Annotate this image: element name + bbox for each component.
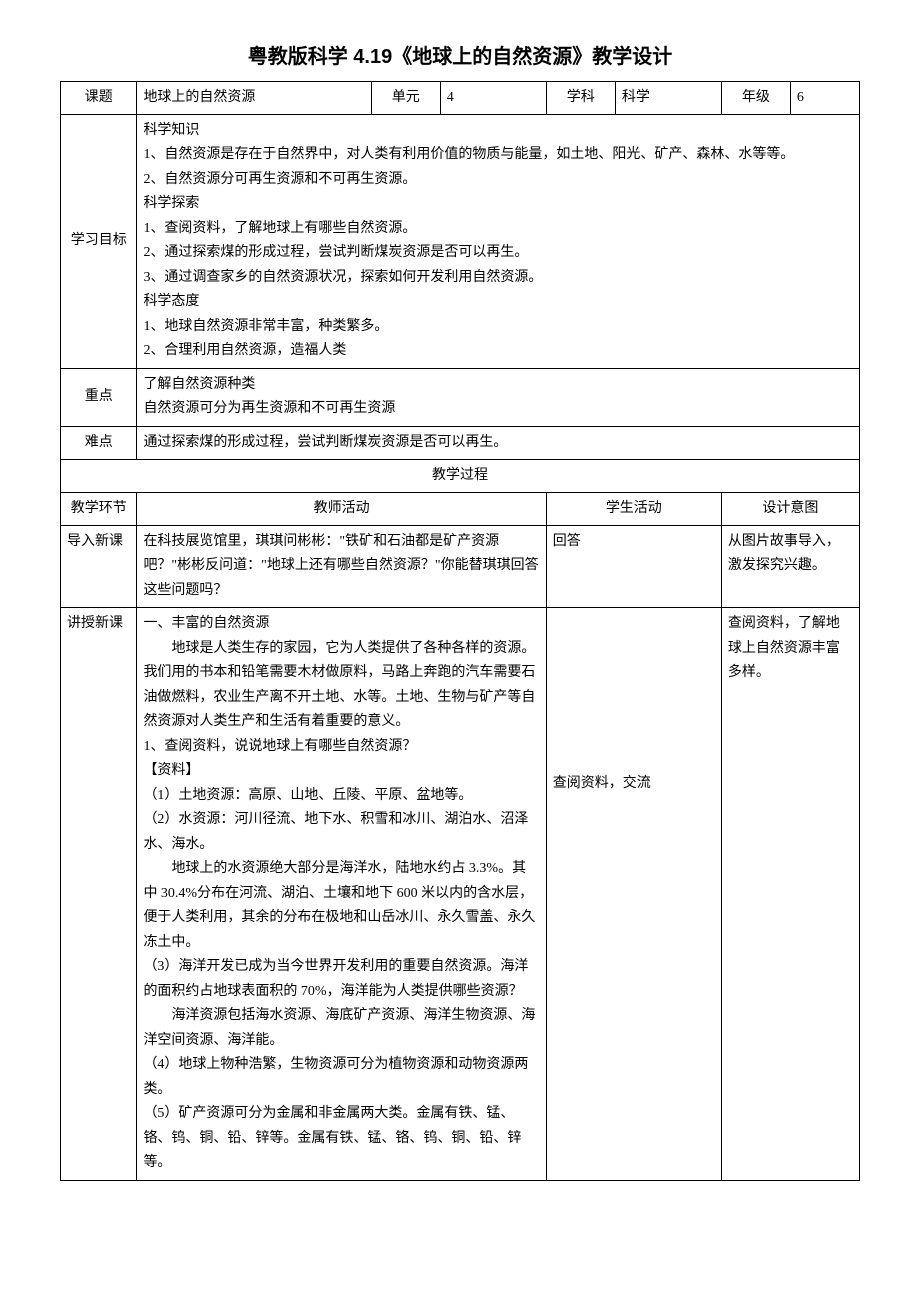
unit-label: 单元 — [371, 82, 440, 115]
intro-teacher: 在科技展览馆里，琪琪问彬彬："铁矿和石油都是矿产资源吧？"彬彬反问道："地球上还… — [137, 525, 546, 608]
objectives-content: 科学知识 1、自然资源是存在于自然界中，对人类有利用价值的物质与能量，如土地、阳… — [137, 114, 860, 368]
col-teacher: 教师活动 — [137, 493, 546, 526]
lecture-intent: 查阅资料，了解地球上自然资源丰富多样。 — [721, 608, 859, 1181]
lec-i2: （2）水资源：河川径流、地下水、积雪和冰川、湖泊水、沼泽水、海水。 — [143, 808, 539, 857]
lec-i2b: 地球上的水资源绝大部分是海洋水，陆地水约占 3.3%。其中 30.4%分布在河流… — [143, 857, 539, 955]
lecture-intent-text: 查阅资料，了解地球上自然资源丰富多样。 — [728, 612, 853, 686]
lesson-plan-table: 课题 地球上的自然资源 单元 4 学科 科学 年级 6 学习目标 科学知识 1、… — [60, 81, 860, 1181]
difficulty-label: 难点 — [61, 426, 137, 460]
process-header: 教学过程 — [61, 460, 860, 493]
focus-line: 了解自然资源种类 — [143, 373, 853, 398]
lecture-row: 讲授新课 一、丰富的自然资源 地球是人类生存的家园，它为人类提供了各种各样的资源… — [61, 608, 860, 1181]
lec-i3b: 海洋资源包括海水资源、海底矿产资源、海洋生物资源、海洋空间资源、海洋能。 — [143, 1004, 539, 1053]
lecture-stage: 讲授新课 — [61, 608, 137, 1181]
lec-p1: 地球是人类生存的家园，它为人类提供了各种各样的资源。我们用的书本和铅笔需要木材做… — [143, 637, 539, 735]
difficulty-content: 通过探索煤的形成过程，尝试判断煤炭资源是否可以再生。 — [137, 426, 860, 460]
obj-line: 2、通过探索煤的形成过程，尝试判断煤炭资源是否可以再生。 — [143, 241, 853, 266]
grade-value: 6 — [790, 82, 859, 115]
lec-q1: 1、查阅资料，说说地球上有哪些自然资源？ — [143, 735, 539, 760]
unit-value: 4 — [440, 82, 546, 115]
obj-line: 科学知识 — [143, 119, 853, 144]
obj-line: 科学态度 — [143, 290, 853, 315]
intro-teacher-text: 在科技展览馆里，琪琪问彬彬："铁矿和石油都是矿产资源吧？"彬彬反问道："地球上还… — [143, 530, 539, 604]
header-row: 课题 地球上的自然资源 单元 4 学科 科学 年级 6 — [61, 82, 860, 115]
intro-stage: 导入新课 — [61, 525, 137, 608]
objectives-row: 学习目标 科学知识 1、自然资源是存在于自然界中，对人类有利用价值的物质与能量，… — [61, 114, 860, 368]
obj-line: 3、通过调查家乡的自然资源状况，探索如何开发利用自然资源。 — [143, 266, 853, 291]
obj-line: 2、自然资源分可再生资源和不可再生资源。 — [143, 168, 853, 193]
lec-i3: （3）海洋开发已成为当今世界开发利用的重要自然资源。海洋的面积约占地球表面积的 … — [143, 955, 539, 1004]
grade-label: 年级 — [721, 82, 790, 115]
focus-content: 了解自然资源种类 自然资源可分为再生资源和不可再生资源 — [137, 368, 860, 426]
lecture-student-text: 查阅资料，交流 — [553, 772, 715, 797]
intro-intent: 从图片故事导入，激发探究兴趣。 — [721, 525, 859, 608]
lec-i1: （1）土地资源：高原、山地、丘陵、平原、盆地等。 — [143, 784, 539, 809]
obj-line: 1、地球自然资源非常丰富，种类繁多。 — [143, 315, 853, 340]
process-columns-row: 教学环节 教师活动 学生活动 设计意图 — [61, 493, 860, 526]
process-header-row: 教学过程 — [61, 460, 860, 493]
obj-line: 2、合理利用自然资源，造福人类 — [143, 339, 853, 364]
lec-h1: 一、丰富的自然资源 — [143, 612, 539, 637]
lecture-student: 查阅资料，交流 — [546, 608, 721, 1181]
intro-row: 导入新课 在科技展览馆里，琪琪问彬彬："铁矿和石油都是矿产资源吧？"彬彬反问道：… — [61, 525, 860, 608]
focus-line: 自然资源可分为再生资源和不可再生资源 — [143, 397, 853, 422]
intro-student: 回答 — [546, 525, 721, 608]
lec-i5: （5）矿产资源可分为金属和非金属两大类。金属有铁、锰、铬、钨、铜、铅、锌等。金属… — [143, 1102, 539, 1176]
col-stage: 教学环节 — [61, 493, 137, 526]
spacer — [553, 612, 715, 772]
page-title: 粤教版科学 4.19《地球上的自然资源》教学设计 — [60, 40, 860, 69]
focus-label: 重点 — [61, 368, 137, 426]
objectives-label: 学习目标 — [61, 114, 137, 368]
obj-line: 科学探索 — [143, 192, 853, 217]
topic-label: 课题 — [61, 82, 137, 115]
topic-value: 地球上的自然资源 — [137, 82, 371, 115]
lec-ref: 【资料】 — [143, 759, 539, 784]
col-student: 学生活动 — [546, 493, 721, 526]
subject-value: 科学 — [615, 82, 721, 115]
obj-line: 1、自然资源是存在于自然界中，对人类有利用价值的物质与能量，如土地、阳光、矿产、… — [143, 143, 853, 168]
difficulty-text: 通过探索煤的形成过程，尝试判断煤炭资源是否可以再生。 — [143, 431, 853, 456]
obj-line: 1、查阅资料，了解地球上有哪些自然资源。 — [143, 217, 853, 242]
difficulty-row: 难点 通过探索煤的形成过程，尝试判断煤炭资源是否可以再生。 — [61, 426, 860, 460]
lecture-teacher: 一、丰富的自然资源 地球是人类生存的家园，它为人类提供了各种各样的资源。我们用的… — [137, 608, 546, 1181]
col-intent: 设计意图 — [721, 493, 859, 526]
subject-label: 学科 — [546, 82, 615, 115]
focus-row: 重点 了解自然资源种类 自然资源可分为再生资源和不可再生资源 — [61, 368, 860, 426]
lec-i4: （4）地球上物种浩繁，生物资源可分为植物资源和动物资源两类。 — [143, 1053, 539, 1102]
